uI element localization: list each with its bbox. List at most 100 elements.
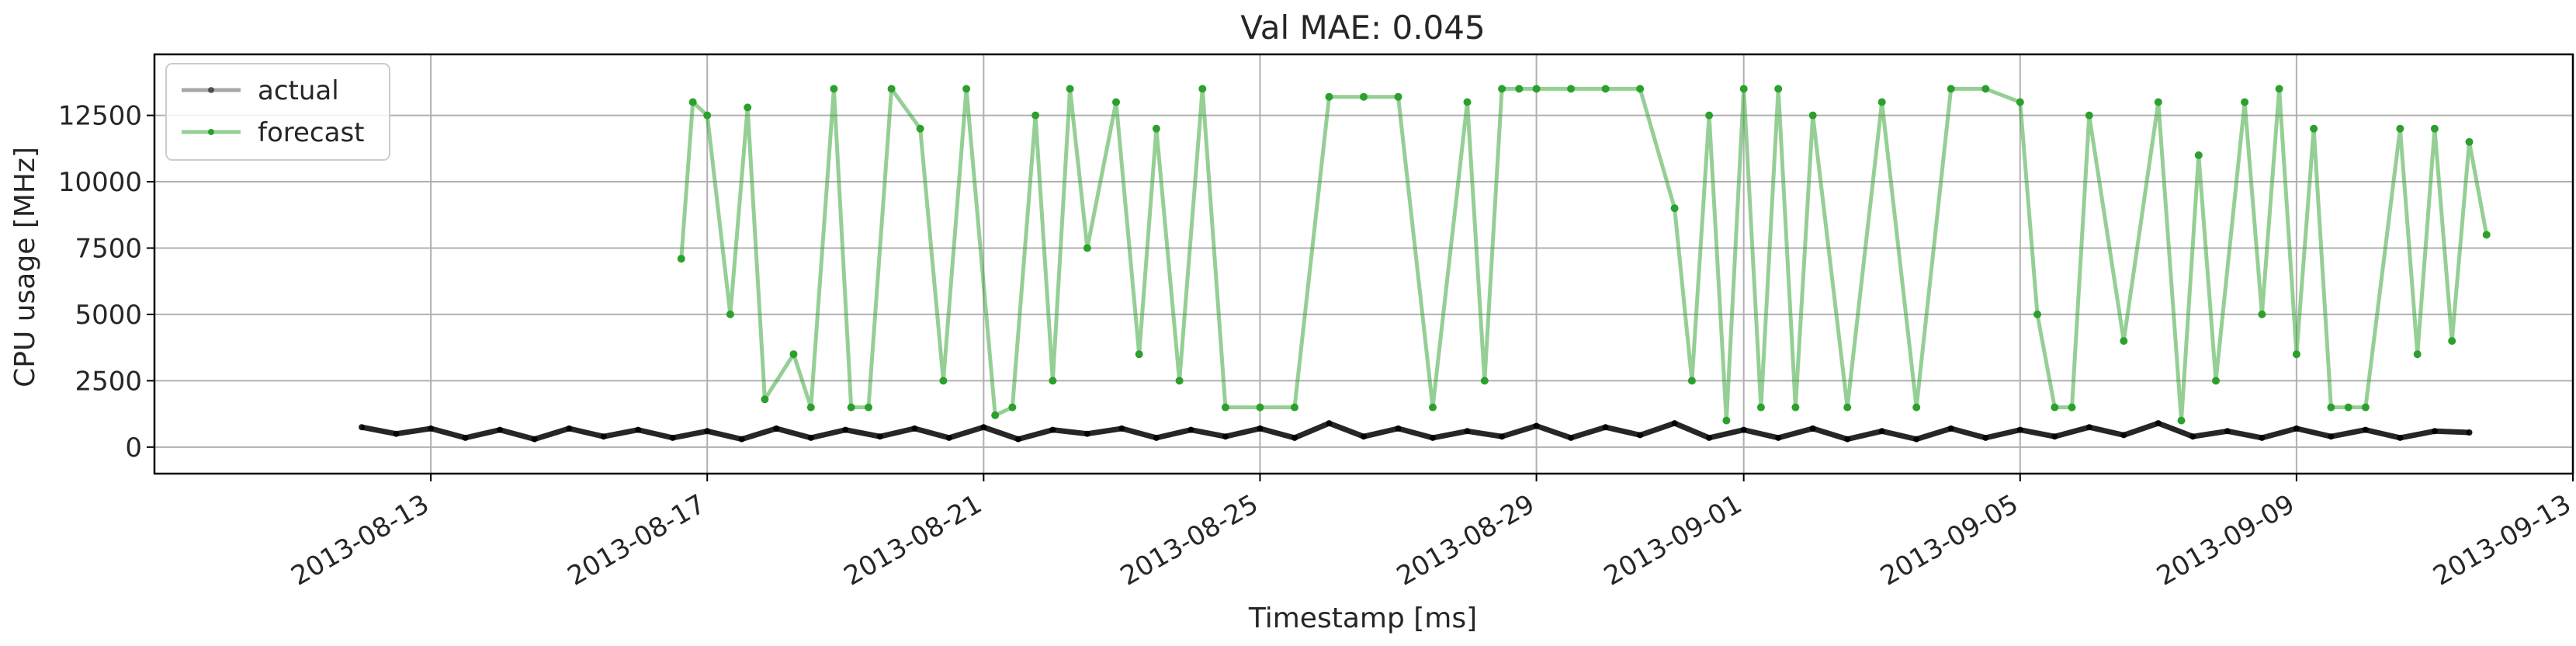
forecast-point — [1112, 98, 1120, 106]
actual-point — [1153, 434, 1160, 441]
actual-point — [2259, 434, 2266, 441]
forecast-point — [1480, 377, 1489, 385]
forecast-point — [1429, 403, 1437, 412]
x-tick-label: 2013-08-29 — [1392, 488, 1540, 592]
actual-point — [842, 426, 849, 433]
forecast-point — [2033, 310, 2041, 318]
actual-point — [1706, 434, 1713, 441]
forecast-point — [916, 124, 924, 133]
forecast-point — [2241, 98, 2249, 106]
actual-point — [669, 434, 676, 441]
legend-forecast-marker — [208, 129, 214, 135]
forecast-point — [688, 98, 697, 106]
forecast-point — [939, 377, 948, 385]
forecast-point — [1049, 377, 1057, 385]
forecast-point — [2051, 403, 2059, 412]
actual-point — [704, 428, 711, 435]
actual-point — [635, 426, 642, 433]
actual-point — [2362, 426, 2369, 433]
actual-point — [1291, 434, 1298, 441]
legend: actual forecast — [165, 63, 390, 161]
actual-point — [1775, 434, 1782, 441]
actual-point — [1499, 433, 1506, 440]
actual-point — [1014, 436, 1021, 443]
x-tick-label: 2013-08-13 — [286, 488, 434, 592]
forecast-point — [1705, 111, 1714, 120]
actual-point — [1982, 434, 1989, 441]
actual-point — [1187, 426, 1194, 433]
actual-point — [2293, 425, 2300, 432]
forecast-point — [2120, 337, 2128, 346]
forecast-line — [679, 86, 2489, 423]
actual-point — [1257, 425, 1264, 432]
forecast-point — [1601, 85, 1610, 93]
actual-point — [1326, 420, 1333, 427]
y-tick-label: 0 — [125, 432, 142, 464]
x-tick-label: 2013-09-13 — [2428, 488, 2576, 592]
actual-point — [1049, 426, 1056, 433]
actual-point — [1430, 434, 1436, 441]
x-tick-label: 2013-09-05 — [1875, 488, 2023, 592]
y-axis-ticks: 0 2500 5000 7500 10000 12500 — [58, 101, 154, 464]
actual-point — [359, 424, 366, 431]
forecast-point — [789, 350, 798, 359]
actual-point — [1361, 433, 1367, 440]
forecast-point — [2413, 350, 2422, 359]
forecast-point — [1515, 85, 1524, 93]
forecast-point — [806, 403, 815, 412]
x-tick-label: 2013-08-21 — [839, 488, 987, 592]
actual-point — [1464, 428, 1471, 435]
actual-point — [2466, 429, 2473, 436]
forecast-point — [1498, 85, 1506, 93]
actual-point — [2397, 434, 2404, 441]
actual-point — [2155, 420, 2162, 427]
actual-point — [738, 436, 745, 443]
forecast-point — [2258, 310, 2266, 318]
forecast-point — [1808, 111, 1817, 120]
forecast-point — [2465, 137, 2474, 146]
actual-point — [773, 425, 780, 432]
forecast-point — [677, 255, 685, 263]
forecast-point — [1912, 403, 1921, 412]
forecast-point — [1687, 377, 1696, 385]
actual-point — [2051, 433, 2058, 440]
forecast-point — [761, 395, 769, 404]
forecast-point — [2016, 98, 2024, 106]
forecast-point — [2275, 85, 2283, 93]
forecast-point — [1756, 403, 1765, 412]
forecast-point — [1877, 98, 1886, 106]
actual-point — [428, 425, 435, 432]
actual-point — [945, 434, 952, 441]
plot-frame — [153, 53, 2574, 475]
forecast-point — [1221, 403, 1229, 412]
forecast-point — [2177, 416, 2186, 425]
actual-point — [2085, 424, 2092, 431]
forecast-point — [2194, 151, 2203, 159]
forecast-point — [2448, 337, 2456, 346]
legend-forecast-label: forecast — [258, 117, 365, 148]
actual-point — [2189, 433, 2196, 440]
forecast-point — [2212, 377, 2220, 385]
forecast-point — [1722, 416, 1731, 425]
actual-point — [2120, 432, 2127, 439]
forecast-point — [1008, 403, 1017, 412]
legend-frame — [165, 63, 390, 161]
actual-point — [1740, 426, 1747, 433]
legend-actual-label: actual — [258, 75, 339, 106]
legend-actual-marker — [208, 87, 214, 93]
actual-point — [1844, 436, 1851, 443]
actual-point — [2224, 428, 2231, 435]
forecast-point — [1567, 85, 1576, 93]
x-tick-label: 2013-09-01 — [1599, 488, 1747, 592]
forecast-point — [744, 103, 752, 112]
forecast-point — [1198, 85, 1207, 93]
forecast-point — [1083, 244, 1091, 252]
forecast-point — [1360, 92, 1368, 101]
actual-point — [980, 424, 987, 431]
actual-point — [1118, 425, 1125, 432]
forecast-point — [1325, 92, 1333, 101]
actual-point — [2016, 426, 2023, 433]
x-tick-label: 2013-08-25 — [1115, 488, 1264, 592]
actual-point — [1083, 430, 1090, 437]
